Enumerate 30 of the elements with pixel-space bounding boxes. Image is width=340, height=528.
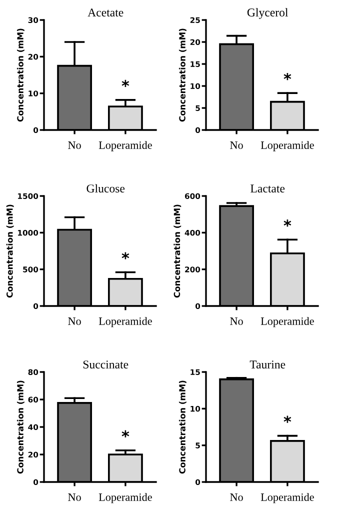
x-tick-label: Loperamide (98, 141, 152, 152)
annotation: * (122, 80, 130, 87)
x-tick-label: Loperamide (260, 141, 314, 152)
x-tick-label: No (68, 494, 81, 501)
chart-title: Acetate (88, 8, 124, 16)
chart-title: Glycerol (247, 8, 288, 19)
x-tick-label: No (230, 318, 243, 325)
annotation: * (284, 72, 292, 80)
annotation: * (122, 252, 130, 260)
x-tick-label: No (230, 142, 243, 149)
chart-title: Succinate (83, 360, 128, 368)
chart-title: Taurine (250, 360, 286, 368)
annotation: * (284, 416, 292, 423)
y-axis-title: Concentration (mM) (178, 380, 186, 474)
annotation: * (122, 430, 130, 438)
y-axis-title: Concentration (mM) (16, 28, 24, 122)
x-tick-label: No (230, 494, 243, 501)
x-tick-label: Loperamide (260, 493, 314, 504)
chart-title: Lactate (250, 184, 285, 192)
y-axis-title: Concentration (mM) (178, 28, 186, 122)
y-axis-title: Concentration (mM) (174, 204, 182, 298)
y-axis-title: Concentration (mM) (6, 204, 14, 298)
x-tick-label: Loperamide (260, 317, 314, 328)
annotation: * (284, 220, 292, 227)
y-axis-title: Concentration (mM) (16, 380, 24, 474)
x-tick-label: Loperamide (98, 317, 152, 328)
x-tick-label: No (68, 318, 81, 325)
x-tick-label: No (68, 142, 81, 149)
chart-title: Glucose (86, 184, 125, 192)
x-tick-label: Loperamide (98, 493, 152, 504)
